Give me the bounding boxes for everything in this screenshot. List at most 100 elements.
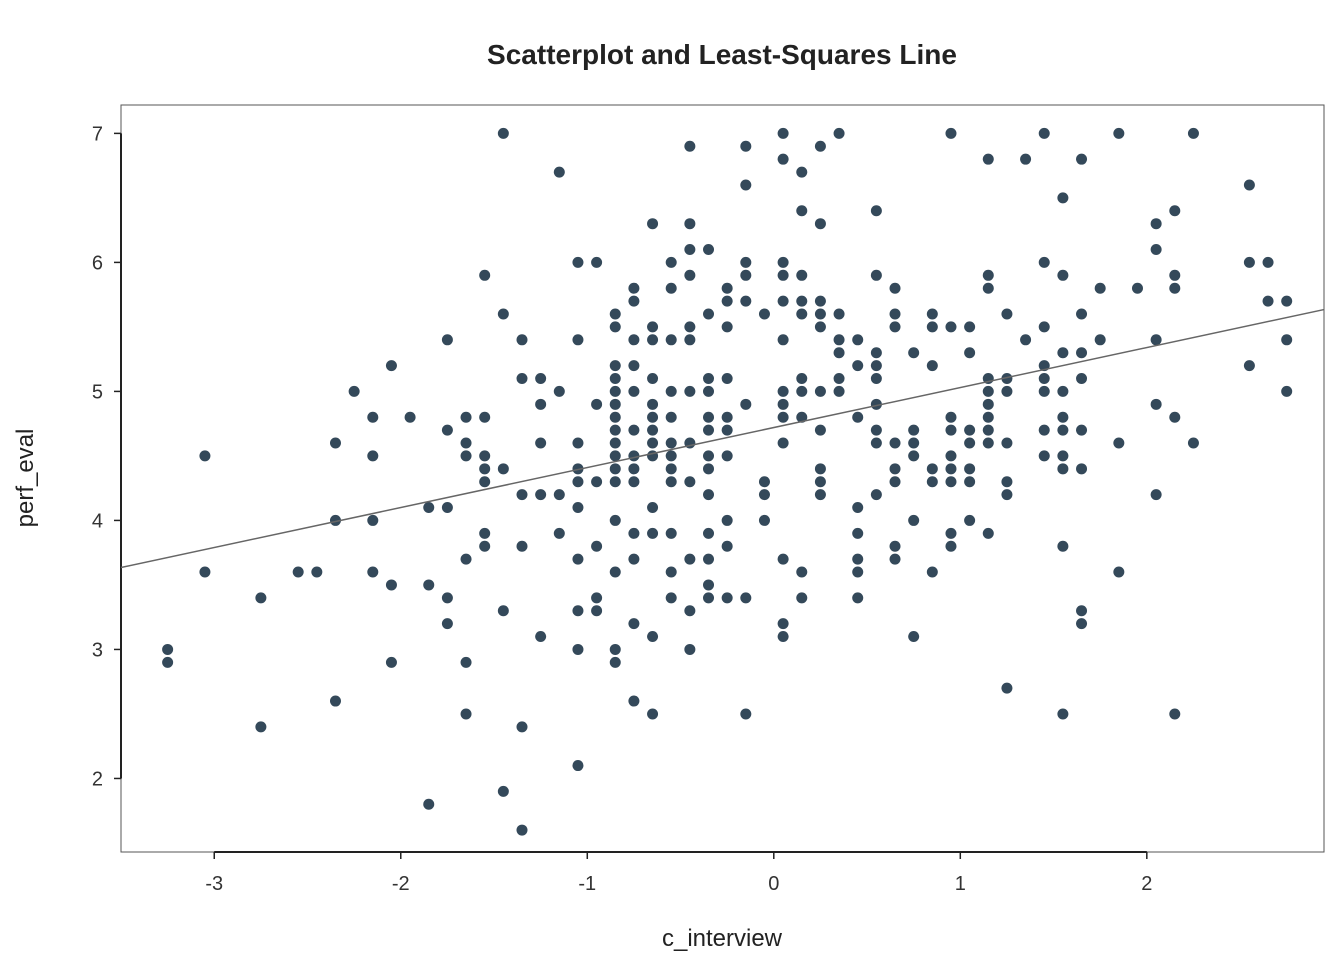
data-point (628, 618, 640, 630)
data-point (1169, 269, 1181, 281)
data-point (1131, 282, 1143, 294)
data-point (964, 514, 976, 526)
data-point (833, 373, 845, 385)
data-point (647, 437, 659, 449)
data-point (852, 411, 864, 423)
data-point (777, 411, 789, 423)
data-point (1038, 127, 1050, 139)
data-point (945, 450, 957, 462)
data-point (777, 127, 789, 139)
data-point (460, 437, 472, 449)
data-point (609, 360, 621, 372)
data-point (497, 127, 509, 139)
data-point (703, 373, 715, 385)
data-point (367, 411, 379, 423)
data-point (945, 540, 957, 552)
data-point (703, 308, 715, 320)
data-point (1020, 334, 1032, 346)
x-tick-label: 2 (1141, 873, 1152, 895)
data-point (1057, 708, 1069, 720)
data-point (777, 334, 789, 346)
data-point (441, 592, 453, 604)
data-point (852, 592, 864, 604)
data-point (703, 243, 715, 255)
data-point (329, 695, 341, 707)
data-point (684, 218, 696, 230)
data-point (945, 476, 957, 488)
data-point (591, 605, 603, 617)
data-point (591, 476, 603, 488)
data-point (703, 411, 715, 423)
data-point (1187, 437, 1199, 449)
data-point (721, 540, 733, 552)
data-point (553, 527, 565, 539)
data-point (367, 514, 379, 526)
data-point (926, 308, 938, 320)
data-point (852, 553, 864, 565)
data-point (1094, 334, 1106, 346)
data-point (1038, 385, 1050, 397)
data-point (870, 205, 882, 217)
data-point (423, 798, 435, 810)
data-point (497, 785, 509, 797)
data-point (628, 450, 640, 462)
data-point (628, 360, 640, 372)
x-tick-label: 0 (768, 873, 779, 895)
data-point (684, 243, 696, 255)
data-point (1057, 424, 1069, 436)
data-point (1076, 424, 1088, 436)
data-point (814, 424, 826, 436)
data-point (982, 411, 994, 423)
y-tick-label: 5 (92, 381, 103, 403)
data-point (497, 605, 509, 617)
data-point (796, 373, 808, 385)
data-point (758, 514, 770, 526)
data-point (609, 437, 621, 449)
data-point (889, 437, 901, 449)
data-point (367, 566, 379, 578)
data-point (647, 424, 659, 436)
data-point (908, 514, 920, 526)
data-point (1057, 411, 1069, 423)
data-point (591, 256, 603, 268)
data-point (908, 631, 920, 643)
data-point (665, 282, 677, 294)
data-point (628, 527, 640, 539)
data-point (1057, 269, 1069, 281)
data-point (964, 437, 976, 449)
data-point (591, 540, 603, 552)
data-point (796, 592, 808, 604)
data-point (1243, 256, 1255, 268)
data-point (796, 411, 808, 423)
data-point (441, 618, 453, 630)
data-point (647, 321, 659, 333)
data-point (647, 398, 659, 410)
chart-title: Scatterplot and Least-Squares Line (487, 39, 957, 70)
data-point (833, 308, 845, 320)
data-point (814, 385, 826, 397)
data-point (1150, 218, 1162, 230)
data-point (1001, 682, 1013, 694)
data-point (292, 566, 304, 578)
data-point (796, 269, 808, 281)
data-point (721, 321, 733, 333)
data-point (423, 579, 435, 591)
data-point (852, 502, 864, 514)
data-point (777, 269, 789, 281)
data-point (908, 347, 920, 359)
data-point (1113, 566, 1125, 578)
data-point (740, 179, 752, 191)
data-point (609, 450, 621, 462)
data-point (628, 295, 640, 307)
data-point (740, 269, 752, 281)
data-point (1243, 360, 1255, 372)
data-point (1038, 424, 1050, 436)
data-point (721, 514, 733, 526)
data-point (926, 476, 938, 488)
data-point (628, 385, 640, 397)
data-point (740, 398, 752, 410)
data-point (982, 424, 994, 436)
data-point (1187, 127, 1199, 139)
data-point (852, 334, 864, 346)
data-point (889, 463, 901, 475)
